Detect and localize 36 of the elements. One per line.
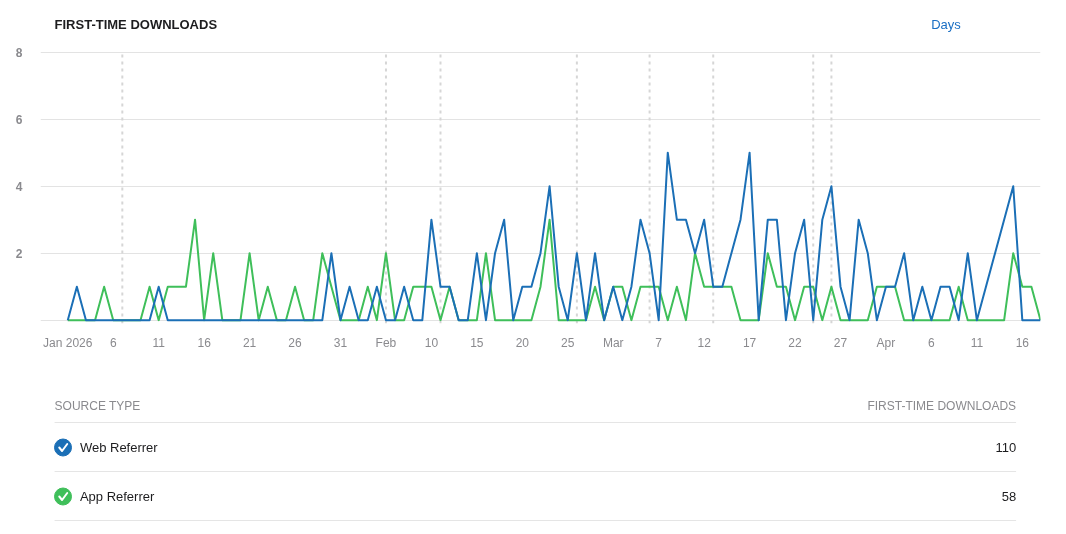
x-tick-label: 22 — [788, 335, 803, 350]
x-tick-label: 6 — [928, 335, 936, 350]
x-tick-label: 6 — [109, 335, 117, 350]
chart-title: FIRST-TIME DOWNLOADS — [54, 17, 218, 32]
line-series — [66, 151, 1041, 322]
x-tick-label: 11 — [970, 335, 984, 350]
x-tick-label: 26 — [288, 335, 303, 350]
x-tick-label: 7 — [655, 335, 663, 350]
x-tick-label: Apr — [876, 335, 896, 350]
legend-label: App Referrer — [79, 489, 155, 504]
x-tick-label: 11 — [152, 335, 166, 350]
x-tick-label: 15 — [470, 335, 484, 350]
x-tick-label: 17 — [742, 335, 757, 350]
y-tick-label: 4 — [15, 179, 23, 194]
x-tick-label: Feb — [375, 335, 397, 350]
x-tick-label: 16 — [1015, 335, 1030, 350]
x-tick-label: 16 — [197, 335, 212, 350]
y-tick-label: 8 — [15, 45, 23, 60]
legend-label: Web Referrer — [79, 440, 159, 455]
text: Days — [931, 17, 962, 32]
x-tick-label: 21 — [242, 335, 257, 350]
x-tick-label: 12 — [697, 335, 712, 350]
x-tick-label: 27 — [833, 335, 848, 350]
x-tick-label: 25 — [561, 335, 575, 350]
text: FIRST-TIME DOWNLOADS — [867, 398, 1017, 413]
x-tick-label: 10 — [424, 335, 439, 350]
text: 58 — [1001, 489, 1017, 504]
text: 110 — [995, 440, 1017, 455]
line-series — [66, 218, 1041, 322]
x-tick-label: 31 — [333, 335, 348, 350]
x-tick-label: Jan 2026 — [43, 335, 93, 350]
x-tick-label: 20 — [515, 335, 530, 350]
y-tick-label: 2 — [15, 246, 23, 261]
x-tick-label: Mar — [602, 335, 624, 350]
legend-title: SOURCE TYPE — [54, 398, 141, 413]
y-tick-label: 6 — [15, 112, 23, 127]
